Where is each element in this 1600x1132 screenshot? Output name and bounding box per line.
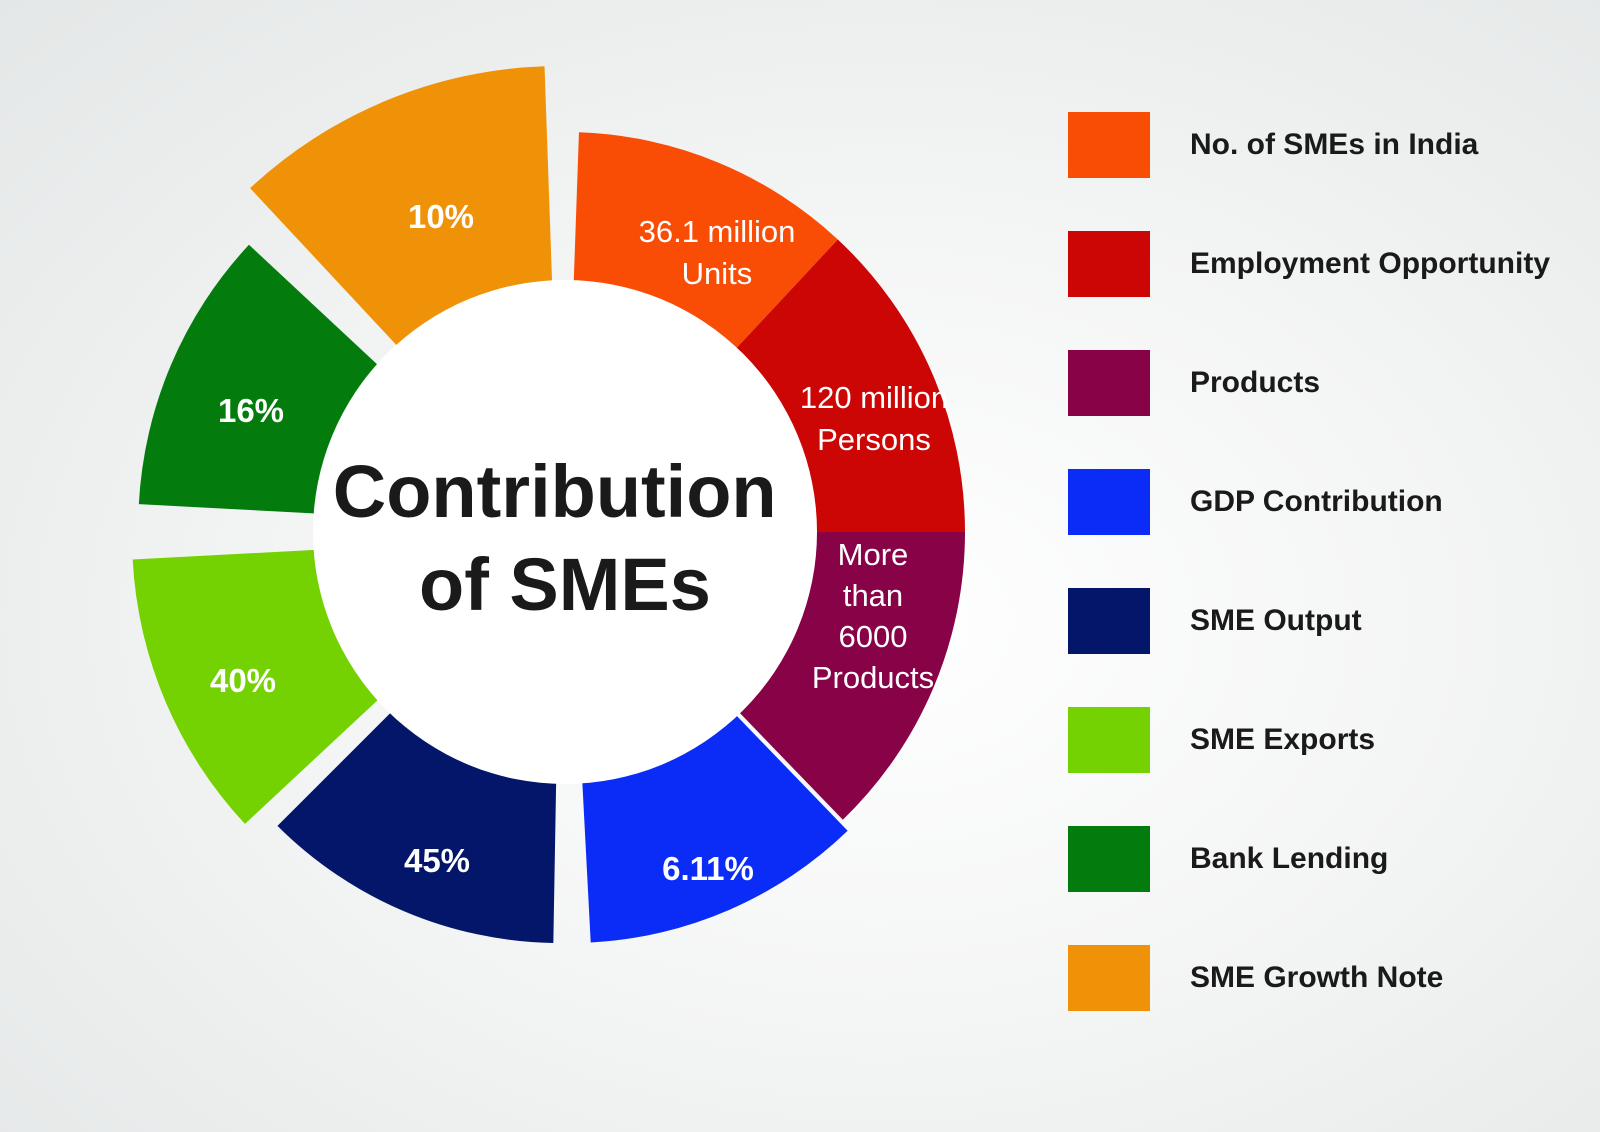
segment-value-label-7: 16% (218, 392, 284, 429)
legend-label: Bank Lending (1190, 842, 1389, 875)
legend-item: SME Exports (1068, 707, 1588, 773)
segment-value-label-3: More than 6000 Products (812, 537, 934, 695)
legend-swatch (1068, 588, 1150, 654)
legend-item: Employment Opportunity (1068, 231, 1588, 297)
legend-label: GDP Contribution (1190, 485, 1443, 518)
legend-swatch (1068, 707, 1150, 773)
legend-label: Products (1190, 366, 1321, 399)
segment-value-label-2: 120 million Persons (800, 380, 948, 457)
segment-value-label-4: 6.11% (662, 850, 754, 887)
legend-item: Products (1068, 350, 1588, 416)
legend-swatch (1068, 350, 1150, 416)
segment-value-line: 36.1 million (639, 214, 796, 249)
segment-value-label-5: 45% (404, 842, 470, 879)
donut-chart: 36.1 million Units 120 million Persons More t… (132, 66, 965, 943)
segment-value-line: than (843, 578, 903, 613)
legend-item: Bank Lending (1068, 826, 1588, 892)
legend-swatch (1068, 112, 1150, 178)
segment-value-line: 45% (404, 842, 470, 879)
segment-value-label-1: 36.1 million Units (639, 214, 796, 291)
segment-value-line: Persons (817, 422, 931, 457)
legend-item: SME Output (1068, 588, 1588, 654)
segment-value-line: 40% (210, 662, 276, 699)
legend-label: SME Growth Note (1190, 961, 1444, 994)
legend-item: No. of SMEs in India (1068, 112, 1588, 178)
legend-label: SME Output (1190, 604, 1362, 637)
segment-value-line: 10% (408, 198, 474, 235)
segment-value-label-6: 40% (210, 662, 276, 699)
legend-swatch (1068, 826, 1150, 892)
donut-segment-2 (725, 239, 965, 532)
segment-value-line: 6000 (839, 619, 908, 654)
legend-item: SME Growth Note (1068, 945, 1588, 1011)
donut-segment-7 (138, 244, 379, 514)
legend-swatch (1068, 469, 1150, 535)
chart-title: Contribution of SMEs (333, 450, 797, 626)
donut-segment-6 (132, 549, 381, 824)
segment-value-line: 120 million (800, 380, 948, 415)
segment-value-line: 16% (218, 392, 284, 429)
legend-swatch (1068, 945, 1150, 1011)
segment-value-line: Products (812, 660, 934, 695)
chart-title-line-2: of SMEs (419, 543, 711, 626)
segment-labels: 36.1 million Units 120 million Persons More t… (210, 198, 948, 887)
segment-value-label-8: 10% (408, 198, 474, 235)
donut-segment-8 (250, 66, 553, 350)
legend-item: GDP Contribution (1068, 469, 1588, 535)
donut-segment-3 (728, 532, 965, 820)
segment-value-line: Units (682, 256, 753, 291)
segment-value-line: More (838, 537, 909, 572)
legend-swatch (1068, 231, 1150, 297)
legend-label: Employment Opportunity (1190, 247, 1550, 280)
legend-label: SME Exports (1190, 723, 1376, 756)
donut-hole (313, 280, 817, 784)
legend-label: No. of SMEs in India (1190, 128, 1479, 161)
chart-title-line-1: Contribution (333, 450, 777, 533)
segment-value-line: 6.11% (662, 850, 754, 887)
